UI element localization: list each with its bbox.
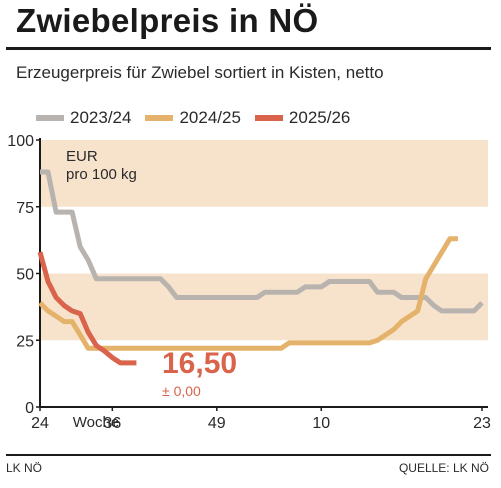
x-tick-label: 36 [103, 415, 121, 432]
legend-swatch-2024-25 [145, 115, 174, 121]
y-tick-label: 100 [7, 133, 34, 150]
axes [39, 138, 488, 408]
title-rule [6, 47, 491, 50]
y-tick-label: 25 [16, 333, 34, 350]
legend: 2023/24 2024/25 2025/26 [36, 108, 364, 128]
series-lines [37, 169, 484, 366]
legend-label-2025-26: 2025/26 [288, 108, 351, 127]
legend-label-2023-24: 2023/24 [70, 108, 132, 127]
shaded-bands [40, 140, 488, 341]
x-tick-labels: 24 36 49 10 23 Woche [31, 407, 491, 432]
x-tick-label: 10 [312, 415, 330, 432]
y-tick-label: 0 [25, 400, 34, 417]
legend-item-2025-26: 2025/26 [254, 108, 351, 128]
chart-subtitle: Erzeugerpreis für Zwiebel sortiert in Ki… [16, 63, 384, 82]
legend-swatch-2023-24 [36, 115, 64, 121]
x-tick-label: 24 [31, 415, 49, 432]
legend-item-2024-25: 2024/25 [145, 108, 241, 128]
series-line-2024-25 [38, 236, 458, 351]
footer-source-right: QUELLE: LK NÖ [398, 461, 489, 475]
series-line-2023-24 [40, 169, 484, 314]
unit-label-line-1: EUR [66, 148, 98, 165]
x-tick-label: 49 [208, 415, 226, 432]
legend-item-2023-24: 2023/24 [36, 108, 131, 128]
y-tick-labels: 0 25 50 75 100 [7, 133, 40, 417]
unit-label: EUR pro 100 kg [66, 148, 137, 184]
legend-label-2024-25: 2024/25 [179, 108, 241, 127]
unit-label-line-2: pro 100 kg [66, 166, 137, 183]
y-tick-label: 75 [16, 200, 34, 217]
footer-source-left: LK NÖ [6, 461, 43, 475]
y-tick-label: 50 [16, 267, 34, 284]
chart-title: Zwiebelpreis in NÖ [16, 2, 319, 39]
bottom-rule [6, 454, 491, 456]
latest-change-label: ± 0,00 [162, 383, 201, 399]
x-tick-label: 23 [473, 415, 491, 432]
shaded-band-0 [40, 273, 488, 341]
line-chart: 24 36 49 10 23 Woche 0 25 50 75 100 [7, 133, 491, 432]
shaded-band-1 [40, 140, 488, 207]
legend-swatch-2025-26 [254, 115, 283, 121]
series-line-2025-26 [37, 251, 137, 366]
x-axis-label: Woche [73, 414, 119, 431]
latest-value-label: 16,50 [162, 347, 238, 380]
